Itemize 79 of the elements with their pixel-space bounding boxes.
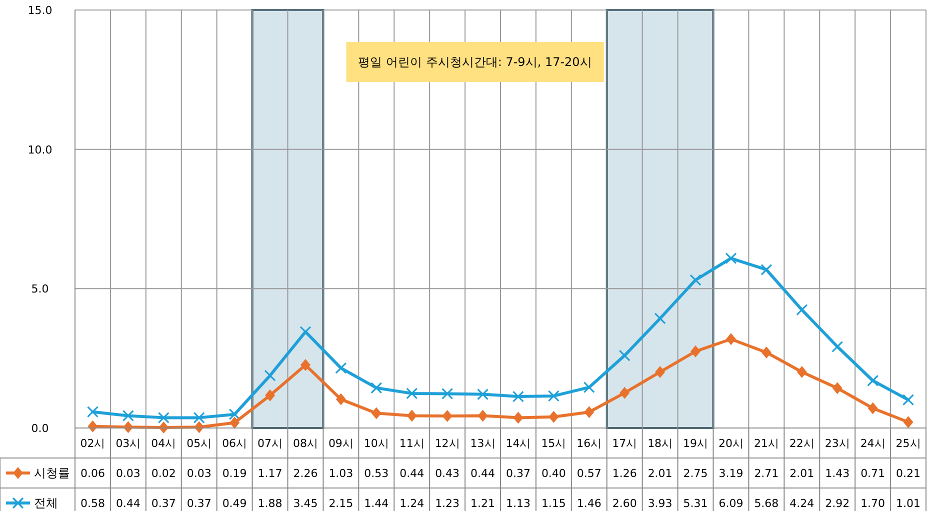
- data-label: 0.40: [541, 467, 566, 480]
- x-tick-label: 22시: [789, 437, 814, 450]
- data-label: 1.21: [470, 497, 496, 510]
- x-tick-label: 24시: [860, 437, 886, 450]
- data-label: 4.24: [790, 497, 814, 510]
- x-tick-label: 12시: [434, 437, 460, 450]
- data-label: 0.37: [186, 497, 212, 510]
- data-label: 0.37: [151, 497, 176, 510]
- data-label: 1.23: [435, 497, 460, 510]
- x-tick-label: 18시: [648, 437, 673, 450]
- x-tick-label: 17시: [612, 437, 638, 450]
- data-label: 1.70: [860, 497, 886, 510]
- data-label: 2.60: [612, 497, 637, 510]
- x-tick-label: 16시: [576, 437, 602, 450]
- data-label: 6.09: [718, 497, 744, 510]
- data-label: 3.19: [718, 467, 744, 480]
- data-label: 0.71: [860, 467, 886, 480]
- data-label: 5.31: [683, 497, 708, 510]
- legend-label: 전체: [34, 496, 58, 510]
- x-tick-label: 02시: [80, 437, 106, 450]
- data-label: 0.19: [222, 467, 247, 480]
- x-tick-label: 07시: [258, 437, 283, 450]
- data-label: 2.75: [683, 467, 708, 480]
- data-label: 0.06: [80, 467, 105, 480]
- data-label: 0.58: [80, 497, 105, 510]
- x-tick-label: 25시: [896, 437, 921, 450]
- data-label: 1.03: [328, 467, 354, 480]
- x-tick-label: 13시: [470, 437, 496, 450]
- data-label: 0.49: [222, 497, 247, 510]
- data-label: 2.15: [328, 497, 354, 510]
- data-label: 1.88: [258, 497, 282, 510]
- x-tick-label: 14시: [506, 437, 531, 450]
- legend-label: 시청률: [34, 466, 70, 480]
- data-label: 1.26: [612, 467, 637, 480]
- data-label: 3.45: [293, 497, 318, 510]
- data-label: 3.93: [648, 497, 672, 510]
- data-label: 1.13: [506, 497, 530, 510]
- data-label: 0.57: [576, 467, 602, 480]
- x-tick-label: 15시: [541, 437, 566, 450]
- data-label: 0.37: [506, 467, 530, 480]
- x-tick-label: 04시: [151, 437, 176, 450]
- data-label: 1.46: [576, 497, 602, 510]
- y-tick-label: 5.0: [31, 282, 49, 296]
- y-tick-label: 15.0: [28, 4, 52, 17]
- x-tick-label: 11시: [399, 437, 424, 450]
- data-label: 2.01: [790, 467, 814, 480]
- x-tick-label: 06시: [222, 437, 248, 450]
- annotation: 평일 어린이 주시청시간대: 7-9시, 17-20시: [358, 55, 592, 69]
- data-label: 2.01: [648, 467, 672, 480]
- data-label: 5.68: [754, 497, 779, 510]
- x-tick-label: 09시: [328, 437, 354, 450]
- x-tick-label: 10시: [364, 437, 389, 450]
- data-label: 0.53: [364, 467, 389, 480]
- data-label: 1.43: [825, 467, 850, 480]
- data-label: 1.15: [541, 497, 566, 510]
- y-tick-label: 10.0: [28, 143, 52, 156]
- data-label: 0.03: [186, 467, 212, 480]
- data-label: 0.43: [435, 467, 460, 480]
- data-label: 1.17: [258, 467, 282, 480]
- x-tick-label: 20시: [718, 437, 744, 450]
- x-tick-label: 05시: [186, 437, 212, 450]
- data-label: 0.44: [470, 467, 496, 480]
- data-label: 0.44: [400, 467, 424, 480]
- data-label: 0.44: [116, 497, 140, 510]
- data-label: 1.01: [896, 497, 921, 510]
- data-label: 0.21: [896, 467, 921, 480]
- x-tick-label: 23시: [824, 437, 850, 450]
- data-label: 2.71: [754, 467, 779, 480]
- x-tick-label: 08시: [292, 437, 318, 450]
- data-label: 1.44: [364, 497, 389, 510]
- x-tick-label: 03시: [116, 437, 141, 450]
- data-label: 2.26: [293, 467, 318, 480]
- data-label: 1.24: [400, 497, 424, 510]
- y-tick-label: 0.0: [31, 422, 49, 435]
- x-tick-label: 21시: [754, 437, 779, 450]
- data-label: 0.03: [116, 467, 140, 480]
- data-label: 2.92: [825, 497, 850, 510]
- x-tick-label: 19시: [683, 437, 708, 450]
- data-label: 0.02: [151, 467, 176, 480]
